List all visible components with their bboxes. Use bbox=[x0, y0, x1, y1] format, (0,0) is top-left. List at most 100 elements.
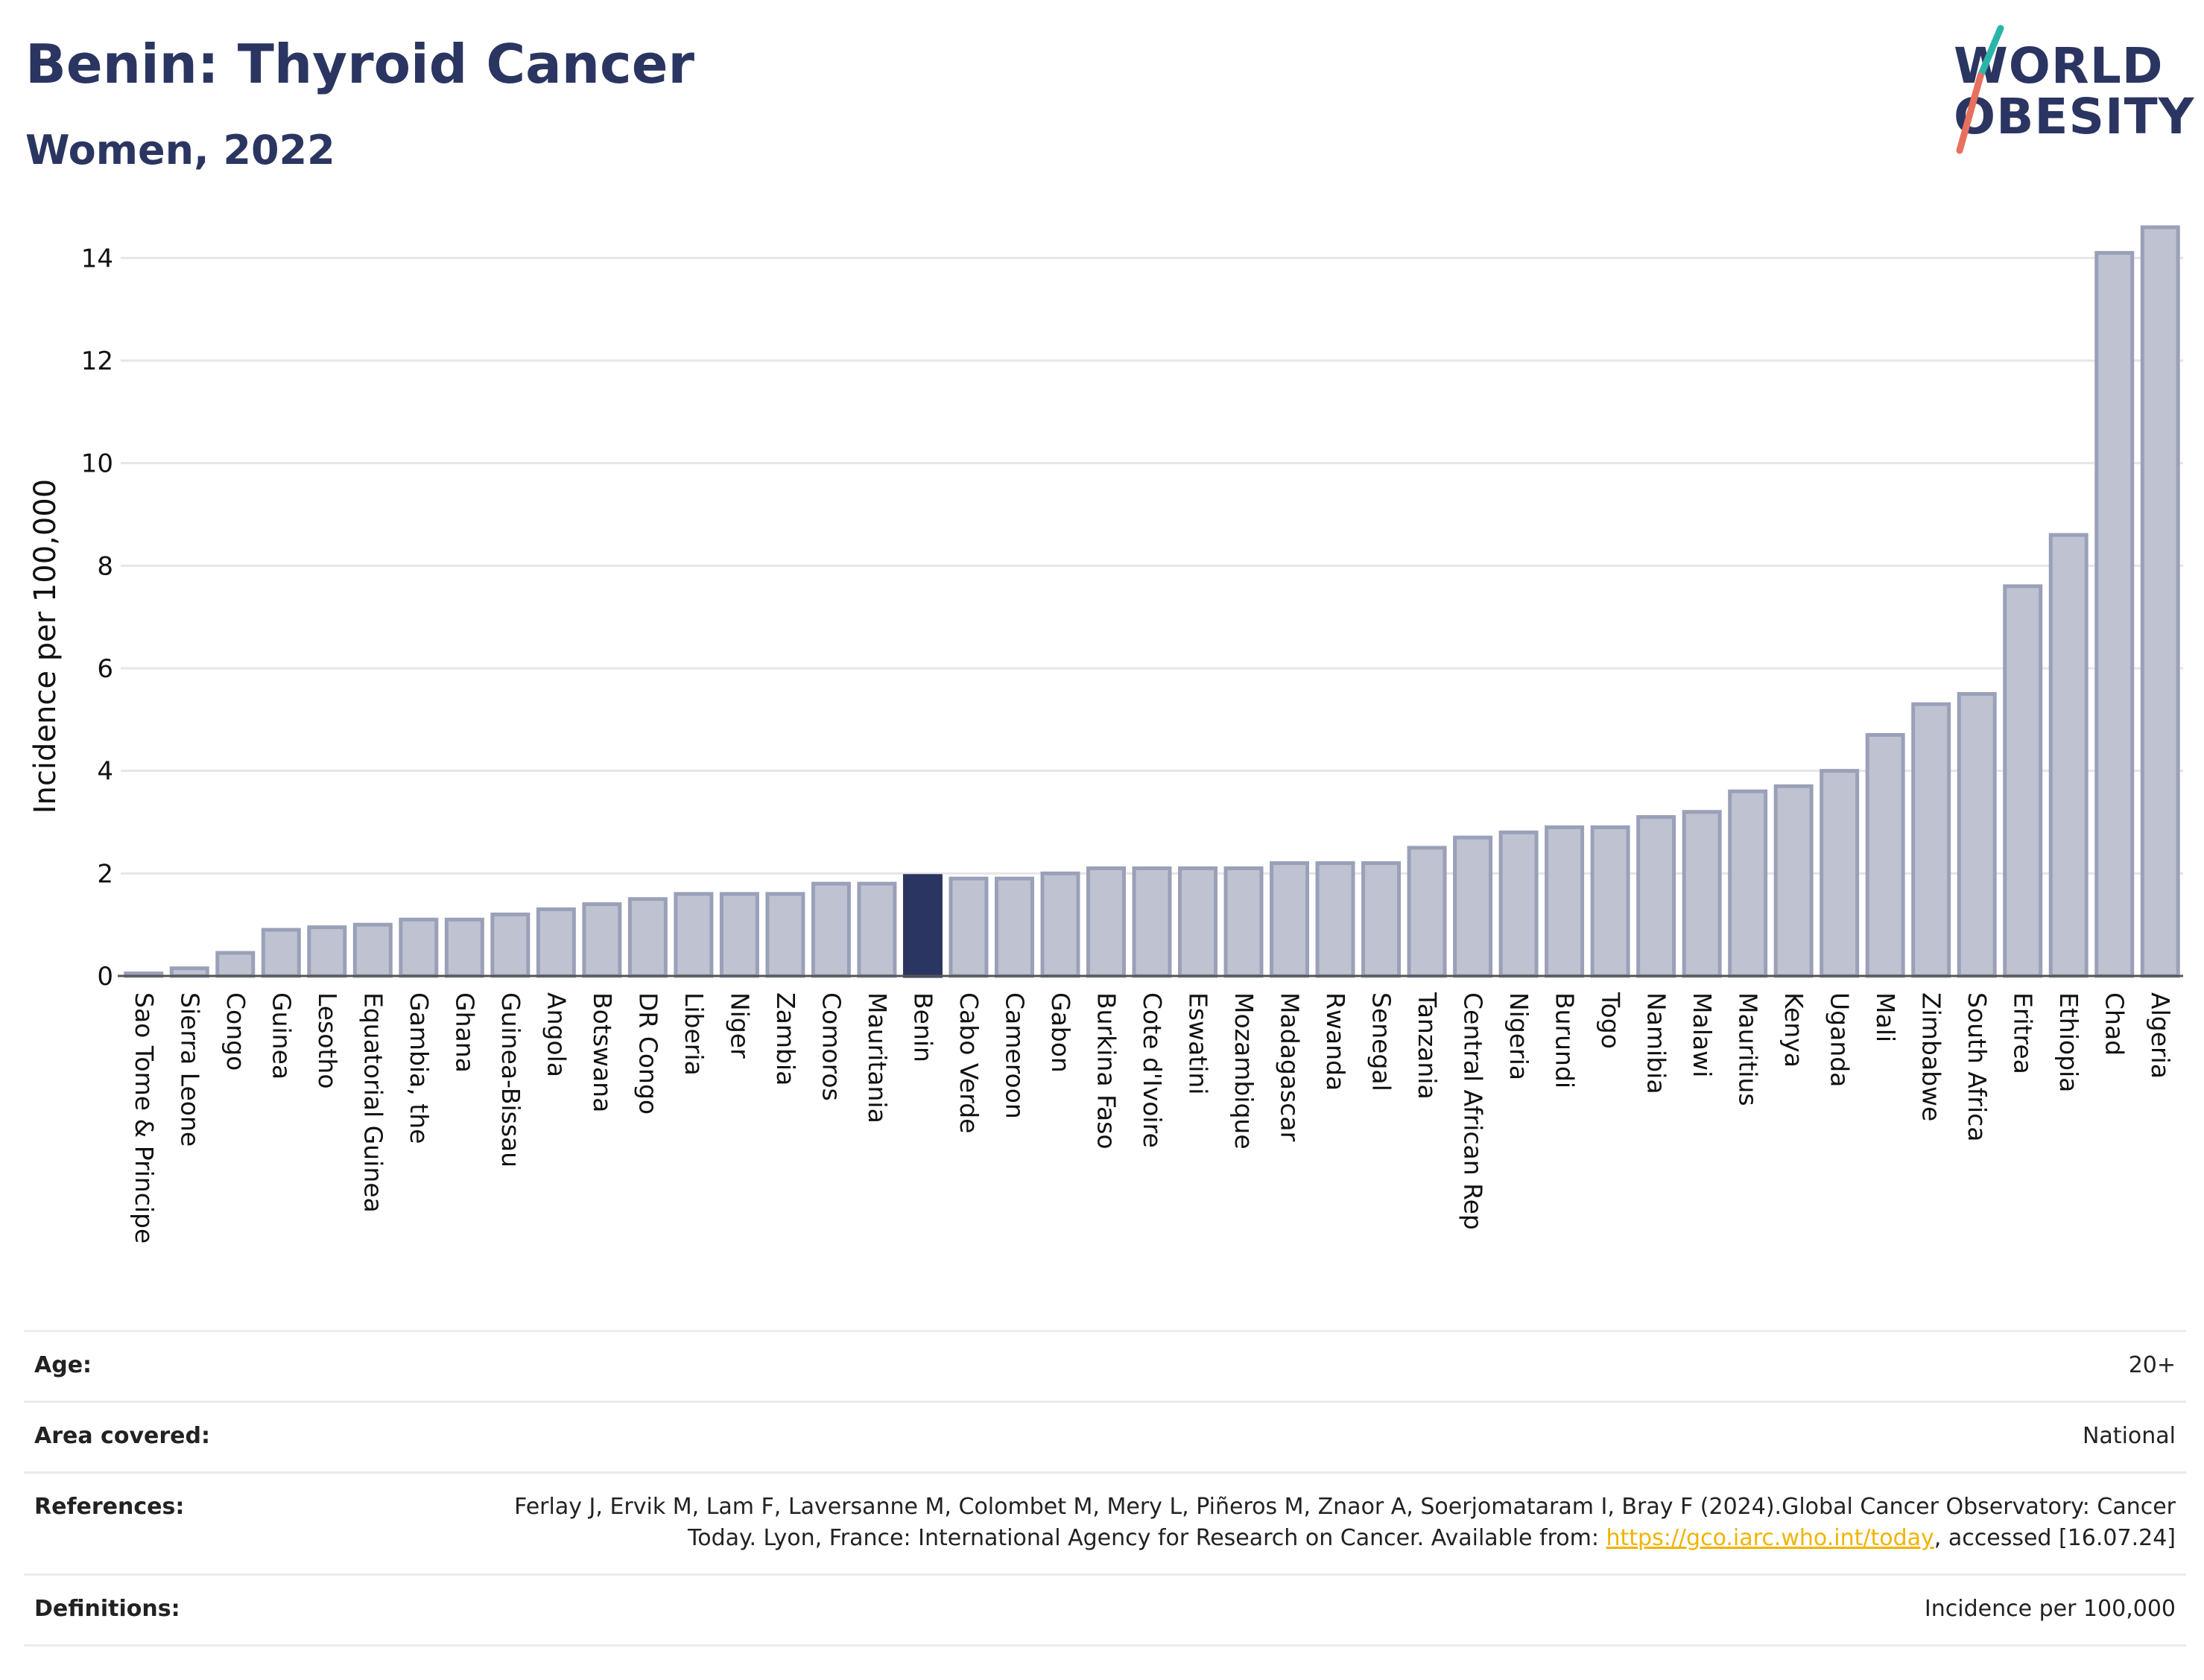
x-tick-label: Benin bbox=[908, 992, 937, 1062]
meta-row-definitions: Definitions: Incidence per 100,000 bbox=[24, 1576, 2186, 1646]
bar-togo bbox=[1590, 825, 1630, 978]
x-tick-label: Angola bbox=[542, 992, 571, 1077]
bar-guinea-bissau bbox=[490, 912, 531, 978]
bar-uganda bbox=[1820, 769, 1860, 978]
x-tick-label: Kenya bbox=[1779, 992, 1808, 1068]
x-tick-label: Sao Tome & Principe bbox=[130, 992, 159, 1243]
bar-zimbabwe bbox=[1911, 702, 1951, 978]
x-tick-label: DR Congo bbox=[633, 992, 662, 1115]
bar-algeria bbox=[2140, 225, 2180, 978]
bar-burundi bbox=[1545, 825, 1585, 978]
bar-equatorial-guinea bbox=[352, 922, 393, 978]
bar-mozambique bbox=[1223, 866, 1264, 978]
meta-value-area: National bbox=[2082, 1423, 2176, 1449]
x-tick-label: Ethiopia bbox=[2054, 992, 2083, 1092]
bar-mali bbox=[1865, 732, 1905, 978]
y-tick-label: 14 bbox=[81, 244, 113, 273]
world-obesity-logo: WORLD OBESITY bbox=[1937, 22, 2195, 156]
bar-kenya bbox=[1773, 784, 1814, 978]
bar-chad bbox=[2094, 250, 2135, 978]
reference-text: Ferlay J, Ervik M, Lam F, Laversanne M, … bbox=[514, 1494, 2176, 1551]
bar-botswana bbox=[582, 902, 622, 978]
grid-lines bbox=[121, 256, 2183, 875]
reference-accessed: , accessed [16.07.24] bbox=[1934, 1525, 2176, 1551]
x-tick-label: Mozambique bbox=[1229, 992, 1258, 1150]
bars bbox=[124, 225, 2180, 978]
logo-text-line2: OBESITY bbox=[1954, 88, 2195, 145]
x-tick-label: Lesotho bbox=[313, 992, 342, 1089]
x-tick-label: Mauritius bbox=[1734, 992, 1763, 1106]
bar-angola bbox=[536, 907, 576, 978]
x-tick-label: Guinea-Bissau bbox=[496, 992, 525, 1167]
y-tick-label: 6 bbox=[97, 654, 113, 684]
x-tick-label: Equatorial Guinea bbox=[358, 992, 387, 1213]
bar-guinea bbox=[261, 928, 301, 978]
x-tick-label: Congo bbox=[221, 992, 250, 1071]
x-tick-label: Central African Rep bbox=[1459, 992, 1488, 1230]
bar-madagascar bbox=[1270, 861, 1310, 978]
meta-row-area: Area covered: National bbox=[24, 1403, 2186, 1474]
y-tick-label: 0 bbox=[97, 962, 113, 992]
x-tick-label: Burkina Faso bbox=[1092, 992, 1121, 1150]
metadata-table: Age: 20+ Area covered: National Referenc… bbox=[24, 1330, 2186, 1646]
bar-cabo-verde bbox=[949, 876, 989, 978]
x-tick-label: Mauritania bbox=[863, 992, 892, 1123]
x-tick-label: Senegal bbox=[1367, 992, 1396, 1091]
x-tick-label: Togo bbox=[1596, 992, 1625, 1049]
meta-label-definitions: Definitions: bbox=[34, 1596, 180, 1622]
x-tick-label: Zambia bbox=[771, 992, 800, 1085]
y-tick-label: 2 bbox=[97, 859, 113, 889]
bar-ghana bbox=[444, 917, 484, 978]
bar-rwanda bbox=[1315, 861, 1355, 978]
bar-cameroon bbox=[994, 876, 1034, 978]
meta-row-references: References: Ferlay J, Ervik M, Lam F, La… bbox=[24, 1474, 2186, 1576]
logo-slash-icon bbox=[1956, 25, 2004, 154]
x-tick-label: Botswana bbox=[588, 992, 617, 1112]
x-tick-label: Gambia, the bbox=[405, 992, 434, 1144]
x-tick-label: Eswatini bbox=[1184, 992, 1213, 1094]
meta-label-area: Area covered: bbox=[34, 1423, 210, 1449]
chart-subtitle: Women, 2022 bbox=[25, 127, 335, 174]
x-tick-label: Burundi bbox=[1551, 992, 1580, 1088]
x-tick-label: Mali bbox=[1871, 992, 1900, 1042]
x-tick-label: Niger bbox=[725, 992, 754, 1059]
x-tick-label: Tanzania bbox=[1413, 992, 1442, 1100]
bar-ethiopia bbox=[2048, 533, 2089, 978]
x-tick-label: Gabon bbox=[1046, 992, 1075, 1073]
bar-gabon bbox=[1040, 871, 1080, 978]
logo-text-line1: WORLD bbox=[1954, 37, 2164, 95]
meta-label-age: Age: bbox=[34, 1352, 92, 1378]
bar-mauritius bbox=[1728, 789, 1768, 978]
meta-value-references: Ferlay J, Ervik M, Lam F, Laversanne M, … bbox=[462, 1492, 2176, 1554]
y-tick-label: 8 bbox=[97, 551, 113, 581]
meta-row-age: Age: 20+ bbox=[24, 1332, 2186, 1403]
bar-liberia bbox=[674, 892, 714, 978]
x-tick-labels: Sao Tome & Principe Sierra Leone Congo Guin… bbox=[130, 992, 2175, 1243]
bar-malawi bbox=[1682, 810, 1722, 978]
bar-gambia-the bbox=[399, 917, 439, 978]
meta-value-age: 20+ bbox=[2128, 1352, 2176, 1378]
x-tick-label: Cameroon bbox=[1000, 992, 1029, 1119]
bar-niger bbox=[719, 892, 759, 978]
bar-namibia bbox=[1636, 815, 1676, 978]
x-tick-label: Ghana bbox=[450, 992, 479, 1073]
x-tick-label: Cabo Verde bbox=[954, 992, 984, 1133]
x-tick-label: Malawi bbox=[1688, 992, 1717, 1077]
x-tick-label: Nigeria bbox=[1504, 992, 1533, 1080]
bar-mauritania bbox=[857, 881, 897, 978]
bar-cote-d-ivoire bbox=[1132, 866, 1172, 978]
bar-lesotho bbox=[307, 925, 347, 978]
reference-link[interactable]: https://gco.iarc.who.int/today bbox=[1606, 1525, 1934, 1551]
y-tick-label: 4 bbox=[97, 757, 113, 787]
chart-title: Benin: Thyroid Cancer bbox=[25, 33, 695, 95]
x-tick-label: Rwanda bbox=[1321, 992, 1350, 1091]
x-tick-label: Algeria bbox=[2146, 992, 2175, 1079]
y-tick-label: 10 bbox=[81, 449, 113, 479]
bar-tanzania bbox=[1407, 846, 1447, 978]
bar-central-african-rep bbox=[1453, 835, 1493, 978]
bar-eswatini bbox=[1178, 866, 1218, 978]
bar-zambia bbox=[765, 892, 805, 978]
x-tick-label: Namibia bbox=[1642, 992, 1671, 1094]
x-tick-label: Madagascar bbox=[1276, 992, 1305, 1142]
x-tick-label: Guinea bbox=[267, 992, 296, 1080]
